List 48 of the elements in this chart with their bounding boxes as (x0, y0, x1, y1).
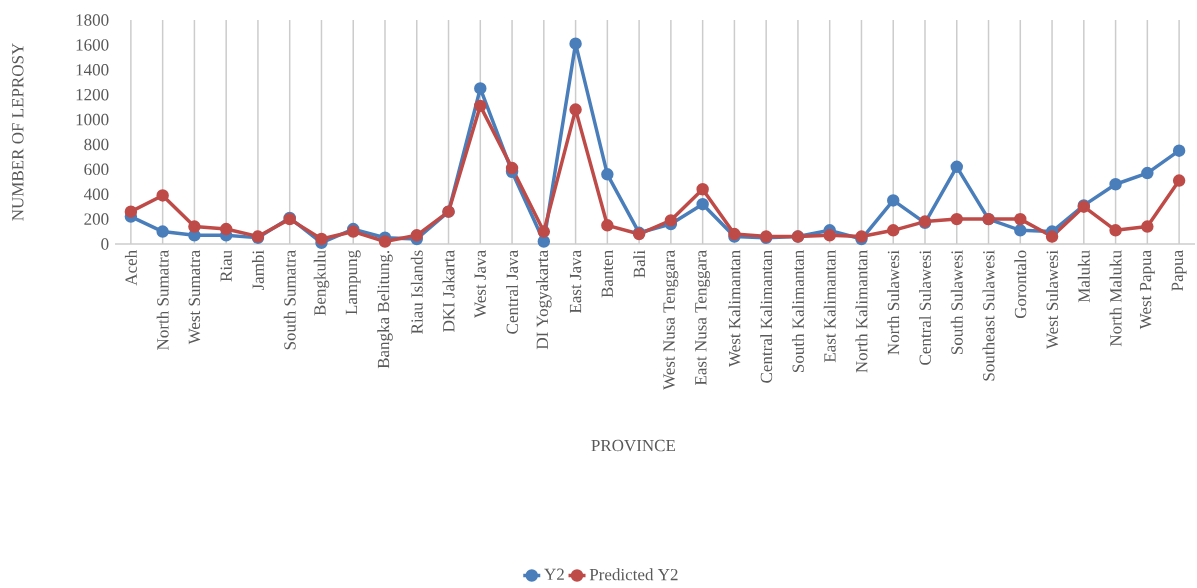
x-tick-label: Riau Islands (410, 250, 423, 334)
x-tick-label: North Sumatra (156, 250, 169, 350)
legend-label: Predicted Y2 (589, 568, 678, 581)
y-tick-label: 200 (84, 213, 109, 225)
x-tick-label: Aceh (124, 250, 137, 286)
x-tick-label: Central Java (506, 250, 519, 334)
y-tick-label: 0 (101, 238, 109, 250)
x-axis-title: PROVINCE (591, 439, 676, 452)
x-tick-label: West Papua (1139, 250, 1155, 330)
x-tick-label: North Maluku (1109, 250, 1122, 347)
x-tick-label: South Sulawesi (950, 250, 963, 355)
x-tick-label: Jambi (251, 250, 264, 291)
y-tick-label: 1200 (76, 88, 109, 101)
y-tick-label: 800 (84, 138, 109, 151)
x-tick-label: West Kalimantan (728, 250, 741, 367)
legend-label: Y2 (544, 568, 564, 580)
x-tick-label: East Nusa Tenggara (695, 250, 711, 386)
x-tick-label: Riau (220, 250, 232, 282)
x-tick-label: Bangka Belitung. (377, 250, 393, 369)
y-tick-label: 1800 (76, 14, 109, 26)
x-tick-label: Southeast Sulawesi (982, 250, 995, 381)
x-tick-label: South Sumatra (283, 250, 296, 350)
x-tick-label: West Sulawesi (1046, 250, 1059, 350)
x-tick-label: Lampung (345, 250, 361, 315)
y-tick-label: 1400 (76, 64, 109, 76)
x-tick-label: Bali (633, 250, 646, 278)
x-tick-label: East Java (569, 250, 582, 314)
y-tick-label: 1600 (76, 39, 109, 51)
x-tick-label: West Nusa Tenggara (663, 250, 679, 390)
x-tick-label: DI Yogyakarta (536, 250, 552, 350)
y-tick-label: 1000 (76, 113, 109, 126)
x-tick-label: Gorontalo (1014, 250, 1027, 319)
x-tick-label: West Java (474, 250, 486, 318)
x-tick-label: North Kalimantan (855, 250, 868, 373)
x-tick-label: East Kalimantan (823, 250, 836, 363)
x-tick-label: Central Kalimantan (760, 250, 773, 383)
x-tick-label: Maluku (1077, 250, 1090, 303)
y-tick-label: 400 (83, 188, 109, 200)
y-tick-label: 600 (84, 163, 109, 176)
x-tick-label: Bengkulu (313, 250, 330, 316)
x-tick-label: Banten (601, 250, 613, 298)
x-tick-label: South Kalimantan (791, 250, 804, 372)
y-axis-title: NUMBER OF LEPROSY (12, 43, 24, 221)
x-tick-label: Central Sulawesi (919, 250, 931, 365)
x-tick-label: DKI Jakarta (442, 250, 455, 332)
x-tick-label: North Sulawesi (887, 250, 900, 355)
x-tick-label: Papua (1171, 250, 1187, 291)
x-tick-label: West Sumatra (188, 250, 201, 345)
